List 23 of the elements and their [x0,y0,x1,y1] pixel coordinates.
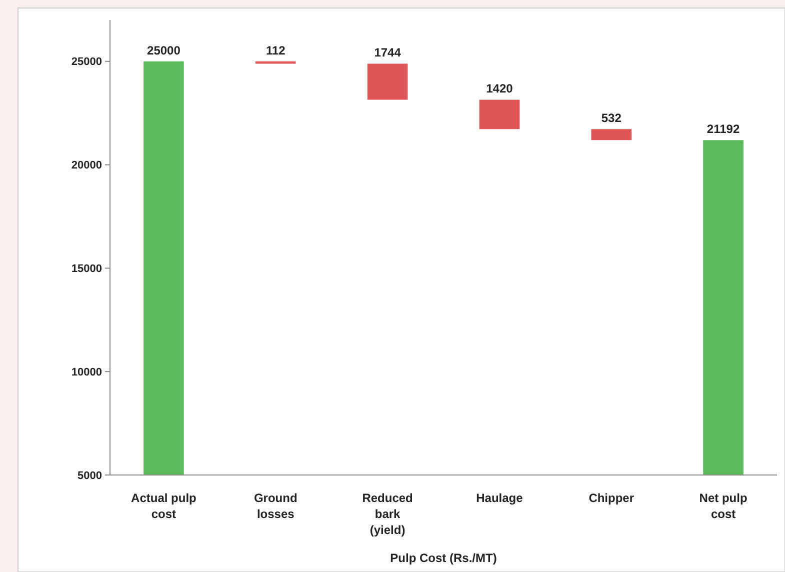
bar [591,129,632,140]
bar [367,64,408,100]
x-tick-label: Actual pulp cost [131,491,196,521]
x-tick-label: Reduced bark (yield) [362,491,413,537]
x-tick-label: Ground losses [254,491,298,521]
y-tick-label: 5000 [78,470,102,482]
data-label: 112 [266,43,286,58]
data-label: 1420 [486,82,514,96]
y-tick-label: 25000 [71,56,102,68]
x-axis-title: Pulp Cost (Rs./MT) [390,551,497,565]
data-label: 25000 [147,43,181,58]
x-tick-label: Net pulp cost [699,491,748,521]
bar [479,100,520,130]
y-tick-label: 10000 [71,366,102,378]
data-label: 532 [601,111,622,126]
y-tick-label: 20000 [71,160,102,172]
y-tick-label: 15000 [71,263,102,276]
x-tick-label: Chipper [588,491,634,505]
data-label: 1744 [374,46,402,60]
x-tick-label: Haulage [476,491,524,505]
bar [703,140,744,475]
bar [144,61,184,475]
data-label: 21192 [706,122,740,136]
